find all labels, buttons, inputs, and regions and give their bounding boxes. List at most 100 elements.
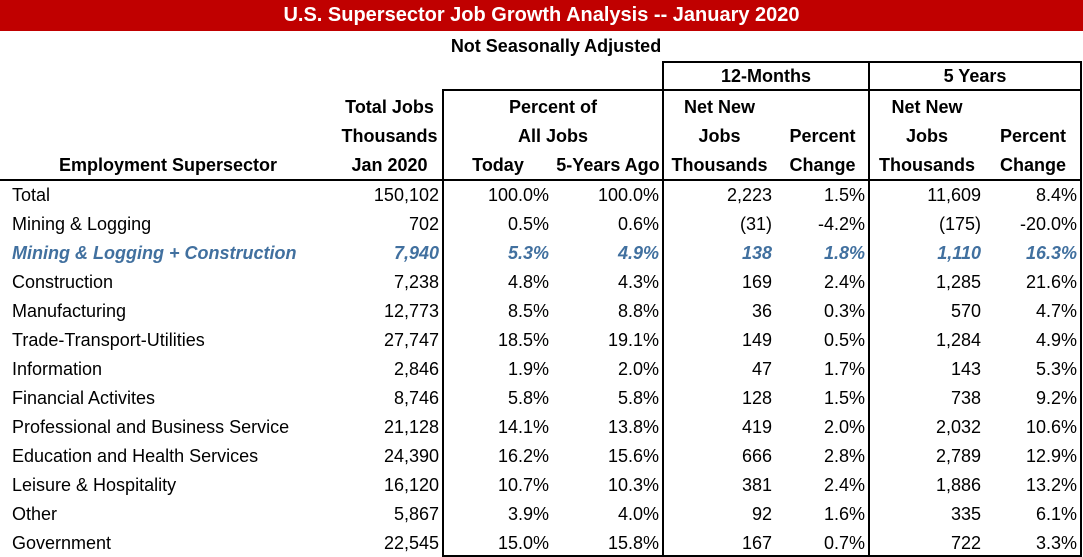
cell-y5-pct: 21.6%	[1025, 272, 1077, 292]
cell-sector: Mining & Logging + Construction	[12, 243, 297, 263]
header-12m-pct-2: Change	[789, 155, 856, 175]
cell-today: 5.8%	[507, 388, 549, 408]
cell-total: 27,747	[383, 330, 439, 350]
header-12m-net-2: Jobs	[698, 126, 741, 146]
border-line	[442, 89, 444, 557]
cell-m12-pct: 2.8%	[823, 446, 865, 466]
cell-today: 3.9%	[507, 504, 549, 524]
cell-y5-net: 1,110	[937, 243, 981, 263]
cell-ago: 19.1%	[607, 330, 659, 350]
cell-sector: Professional and Business Service	[12, 417, 290, 437]
cell-ago: 5.8%	[617, 388, 659, 408]
cell-m12-net: 169	[741, 272, 772, 292]
cell-y5-net: 738	[950, 388, 981, 408]
cell-sector: Total	[12, 185, 51, 205]
cell-ago: 2.0%	[617, 359, 659, 379]
cell-m12-pct: 1.5%	[823, 388, 865, 408]
group-5-years: 5 Years	[943, 66, 1007, 86]
cell-y5-net: 11,609	[927, 185, 981, 205]
cell-y5-net: (175)	[938, 214, 981, 234]
cell-m12-net: 666	[741, 446, 772, 466]
cell-m12-pct: 2.0%	[823, 417, 865, 437]
cell-ago: 4.0%	[617, 504, 659, 524]
header-total-jobs-3: Jan 2020	[351, 155, 428, 175]
table-row: Construction 7,238 4.8% 4.3% 169 2.4% 1,285 21.…	[0, 268, 1083, 297]
cell-ago: 100.0%	[597, 185, 659, 205]
cell-y5-pct: -20.0%	[1019, 214, 1077, 234]
border-line	[868, 61, 870, 557]
border-line	[663, 61, 1082, 63]
cell-m12-net: 381	[741, 475, 772, 495]
cell-today: 10.7%	[497, 475, 549, 495]
cell-y5-net: 1,285	[935, 272, 981, 292]
cell-total: 21,128	[383, 417, 439, 437]
cell-y5-net: 1,284	[935, 330, 981, 350]
cell-ago: 10.3%	[607, 475, 659, 495]
cell-sector: Education and Health Services	[12, 446, 259, 466]
cell-y5-pct: 4.7%	[1035, 301, 1077, 321]
table-row: Information 2,846 1.9% 2.0% 47 1.7% 143 5.3%	[0, 355, 1083, 384]
cell-today: 100.0%	[487, 185, 549, 205]
cell-m12-net: 92	[751, 504, 772, 524]
cell-m12-net: 36	[751, 301, 772, 321]
cell-m12-net: 2,223	[726, 185, 772, 205]
header-total-jobs-2: Thousands	[341, 126, 438, 146]
header-12m-net-1: Net New	[683, 97, 755, 117]
header-5y-net-1: Net New	[891, 97, 963, 117]
cell-y5-net: 2,789	[935, 446, 981, 466]
header-5y-pct-2: Change	[999, 155, 1066, 175]
cell-total: 702	[408, 214, 439, 234]
cell-y5-net: 2,032	[935, 417, 981, 437]
cell-y5-pct: 13.2%	[1025, 475, 1077, 495]
table-title: U.S. Supersector Job Growth Analysis -- …	[0, 0, 1083, 31]
table-row: Mining & Logging + Construction 7,940 5.3%…	[0, 239, 1083, 268]
cell-sector: Government	[12, 533, 112, 553]
table-row: Government 22,545 15.0% 15.8% 167 0.7% 722 3.3%	[0, 529, 1083, 557]
table-row: Manufacturing 12,773 8.5% 8.8% 36 0.3% 570 4.7%	[0, 297, 1083, 326]
cell-y5-pct: 9.2%	[1035, 388, 1077, 408]
border-line	[0, 179, 1082, 181]
cell-y5-pct: 8.4%	[1035, 185, 1077, 205]
table-row: Other 5,867 3.9% 4.0% 92 1.6% 335 6.1%	[0, 500, 1083, 529]
cell-ago: 0.6%	[617, 214, 659, 234]
cell-total: 24,390	[383, 446, 439, 466]
cell-ago: 4.9%	[617, 243, 659, 263]
cell-total: 7,238	[393, 272, 439, 292]
cell-y5-pct: 5.3%	[1035, 359, 1077, 379]
cell-m12-pct: 0.5%	[823, 330, 865, 350]
cell-m12-pct: 0.3%	[823, 301, 865, 321]
header-percent-of-1: Percent of	[508, 97, 598, 117]
cell-m12-pct: 2.4%	[823, 272, 865, 292]
cell-m12-net: 167	[741, 533, 772, 553]
cell-sector: Information	[12, 359, 103, 379]
cell-total: 16,120	[383, 475, 439, 495]
border-line	[443, 555, 1082, 557]
table-row: Trade-Transport-Utilities 27,747 18.5% 19.1…	[0, 326, 1083, 355]
header-5-years-ago: 5-Years Ago	[556, 155, 660, 175]
cell-today: 4.8%	[507, 272, 549, 292]
cell-m12-pct: 0.7%	[823, 533, 865, 553]
cell-y5-net: 570	[950, 301, 981, 321]
table-row: Education and Health Services 24,390 16.2%…	[0, 442, 1083, 471]
cell-m12-net: (31)	[739, 214, 772, 234]
cell-sector: Construction	[12, 272, 114, 292]
border-line	[1080, 61, 1082, 557]
cell-y5-pct: 16.3%	[1025, 243, 1077, 263]
cell-today: 15.0%	[497, 533, 549, 553]
table-row: Leisure & Hospitality 16,120 10.7% 10.3% 381…	[0, 471, 1083, 500]
cell-ago: 15.8%	[607, 533, 659, 553]
cell-m12-pct: 2.4%	[823, 475, 865, 495]
cell-total: 22,545	[383, 533, 439, 553]
cell-sector: Trade-Transport-Utilities	[12, 330, 205, 350]
cell-total: 12,773	[383, 301, 439, 321]
cell-today: 18.5%	[497, 330, 549, 350]
cell-y5-net: 335	[950, 504, 981, 524]
cell-y5-pct: 10.6%	[1025, 417, 1077, 437]
cell-y5-net: 143	[950, 359, 981, 379]
cell-m12-pct: 1.6%	[823, 504, 865, 524]
cell-y5-pct: 12.9%	[1025, 446, 1077, 466]
cell-today: 16.2%	[497, 446, 549, 466]
cell-ago: 8.8%	[617, 301, 659, 321]
cell-ago: 15.6%	[607, 446, 659, 466]
